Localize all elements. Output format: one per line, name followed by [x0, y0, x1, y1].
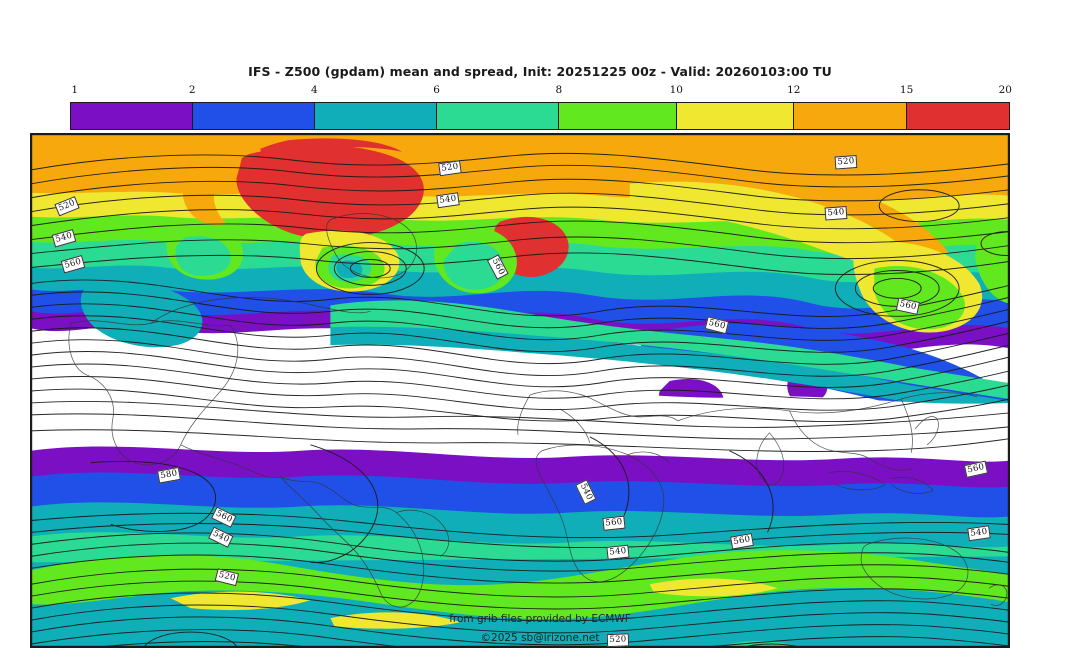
colorbar-segment-blue — [193, 103, 316, 129]
colorbar-tick-1: 1 — [71, 84, 79, 96]
colorbar-segment-yellow — [676, 103, 794, 129]
colorbar-tick-15: 15 — [899, 84, 914, 96]
colorbar-tick-6: 6 — [433, 84, 440, 96]
colorbar-segment-green — [559, 103, 677, 129]
colorbar: 1 2 4 6 8 10 12 15 20 — [70, 84, 1012, 130]
map-panel: 520 540 560 520 540 560 560 520 540 560 … — [30, 133, 1010, 648]
colorbar-tick-8: 8 — [555, 84, 563, 96]
colorbar-tick-20: 20 — [998, 84, 1012, 96]
data-source-text: from grib files provided by ECMWF — [449, 613, 631, 625]
colorbar-segment-teal — [315, 103, 438, 129]
colorbar-tick-10: 10 — [669, 84, 683, 96]
colorbar-tick-labels: 1 2 4 6 8 10 12 15 20 — [70, 84, 1012, 100]
colorbar-tick-2: 2 — [188, 84, 196, 96]
colorbar-segment-spring-green — [437, 103, 560, 129]
colorbar-segment-purple — [71, 103, 194, 129]
copyright-attribution: ©2025 sb@irizone.net — [0, 632, 1080, 644]
contour-label: 520 — [834, 154, 858, 170]
contour-label: 540 — [824, 205, 848, 221]
colorbar-tick-4: 4 — [311, 84, 318, 96]
data-source-attribution: from grib files provided by ECMWF — [0, 613, 1080, 625]
colorbar-segment-orange — [793, 103, 907, 129]
map-canvas — [31, 134, 1009, 647]
copyright-text: ©2025 sb@irizone.net — [480, 632, 600, 644]
contour-label: 540 — [606, 544, 630, 560]
colorbar-gradient — [70, 102, 1010, 130]
colorbar-tick-12: 12 — [787, 84, 801, 96]
contour-label: 560 — [602, 515, 626, 531]
page-title: IFS - Z500 (gpdam) mean and spread, Init… — [248, 64, 832, 79]
colorbar-segment-red — [906, 103, 1009, 129]
